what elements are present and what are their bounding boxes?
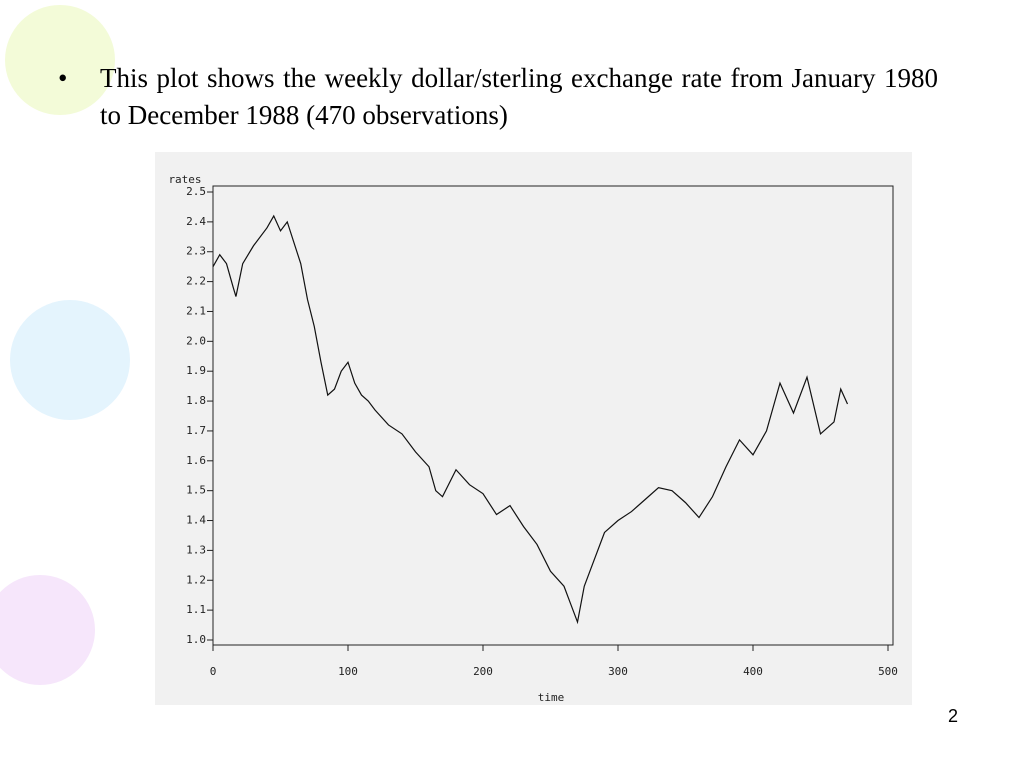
y-tick-label: 1.6 [186, 454, 206, 467]
y-tick-label: 1.9 [186, 364, 206, 377]
y-tick-label: 2.0 [186, 334, 206, 347]
y-tick-label: 1.2 [186, 573, 206, 586]
bullet-marker: • [58, 63, 68, 93]
x-axis-label: time [538, 691, 565, 704]
y-tick-label: 1.8 [186, 394, 206, 407]
decoration [10, 300, 130, 420]
y-tick-label: 2.3 [186, 245, 206, 258]
bullet-point: • This plot shows the weekly dollar/sterl… [58, 60, 938, 134]
y-tick-label: 1.0 [186, 633, 206, 646]
y-tick-label: 1.7 [186, 424, 206, 437]
page-number: 2 [948, 706, 959, 726]
decoration [0, 575, 95, 685]
x-tick-label: 400 [743, 665, 763, 678]
y-tick-label: 1.5 [186, 484, 206, 497]
y-axis-label: rates [168, 173, 201, 186]
x-tick-label: 0 [210, 665, 217, 678]
y-tick-label: 2.5 [186, 185, 206, 198]
y-tick-label: 1.4 [186, 514, 206, 527]
bullet-text: This plot shows the weekly dollar/sterli… [100, 63, 938, 130]
decoration [5, 5, 115, 115]
y-tick-label: 2.1 [186, 304, 206, 317]
data-line [212, 214, 849, 625]
x-tick-label: 100 [338, 665, 358, 678]
x-tick-label: 200 [473, 665, 493, 678]
y-tick-label: 1.1 [186, 603, 206, 616]
chart-background [155, 152, 912, 705]
y-tick-label: 2.2 [186, 275, 206, 288]
plot-frame [212, 185, 894, 646]
x-tick-label: 300 [608, 665, 628, 678]
y-tick-label: 1.3 [186, 543, 206, 556]
x-tick-label: 500 [878, 665, 898, 678]
y-tick-label: 2.4 [186, 215, 206, 228]
